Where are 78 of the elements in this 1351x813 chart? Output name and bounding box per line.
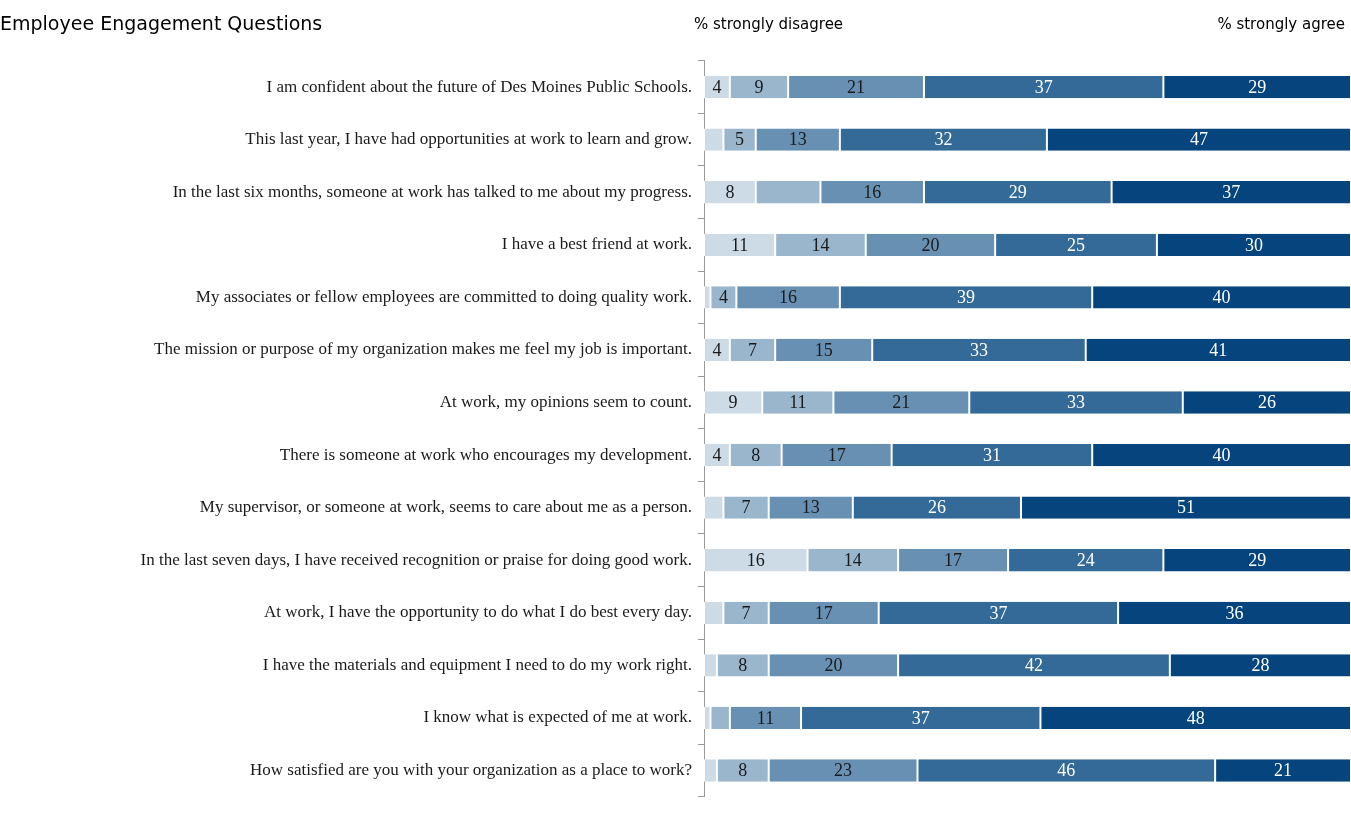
data-label: 20 bbox=[921, 234, 940, 255]
data-label: 37 bbox=[911, 707, 930, 728]
data-label: 9 bbox=[728, 392, 738, 413]
data-label: 31 bbox=[982, 444, 1001, 465]
data-label: 33 bbox=[1067, 392, 1086, 413]
data-label: 8 bbox=[725, 181, 735, 202]
data-label: 16 bbox=[863, 181, 882, 202]
data-label: 23 bbox=[834, 760, 853, 781]
data-label: 21 bbox=[1274, 760, 1293, 781]
data-label: 17 bbox=[814, 602, 833, 623]
y-tick-label: There is someone at work who encourages my development. bbox=[279, 444, 692, 464]
y-tick-label: I have the materials and equipment I need to do my work right. bbox=[262, 654, 692, 674]
text: Employee Engagement Questions bbox=[0, 12, 323, 35]
data-label: 36 bbox=[1225, 602, 1244, 623]
data-label: 4 bbox=[712, 339, 722, 360]
data-label: 4 bbox=[712, 76, 722, 97]
data-label: 8 bbox=[738, 655, 748, 676]
data-label: 26 bbox=[927, 497, 946, 518]
data-label: 4 bbox=[712, 444, 722, 465]
y-tick-label: This last year, I have had opportunities at work to learn and grow. bbox=[245, 129, 692, 149]
data-label: 51 bbox=[1177, 497, 1196, 518]
y-tick-label: I have a best friend at work. bbox=[501, 234, 692, 254]
data-label: 40 bbox=[1212, 287, 1231, 308]
data-label: 9 bbox=[754, 76, 764, 97]
data-label: 20 bbox=[824, 655, 843, 676]
data-label: 33 bbox=[969, 339, 988, 360]
y-tick-label: At work, I have the opportunity to do what I do best every day. bbox=[263, 602, 692, 622]
data-label: 13 bbox=[788, 129, 807, 150]
y-tick-label: How satisfied are you with your organization as a place to work? bbox=[249, 759, 692, 779]
y-tick-label: The mission or purpose of my organization makes me feel my job is important. bbox=[154, 339, 692, 359]
y-tick-label: In the last six months, someone at work has talked to me about my progress. bbox=[172, 181, 692, 201]
data-label: 30 bbox=[1244, 234, 1263, 255]
data-label: 24 bbox=[1076, 549, 1095, 570]
data-label: 32 bbox=[934, 129, 953, 150]
data-label: 28 bbox=[1251, 655, 1270, 676]
y-tick-label: At work, my opinions seem to count. bbox=[439, 391, 692, 411]
data-label: 13 bbox=[801, 497, 820, 518]
data-label: 37 bbox=[989, 602, 1008, 623]
y-tick-label: My supervisor, or someone at work, seems to care about me as a person. bbox=[199, 497, 692, 517]
y-tick-label: My associates or fellow employees are committed to doing quality work. bbox=[195, 286, 692, 306]
data-label: 8 bbox=[738, 760, 748, 781]
y-tick-label: In the last seven days, I have received recognition or praise for doing good work. bbox=[140, 549, 692, 569]
text: % strongly disagree bbox=[694, 14, 844, 33]
data-label: 17 bbox=[827, 444, 846, 465]
data-label: 17 bbox=[944, 549, 963, 570]
data-label: 37 bbox=[1222, 181, 1241, 202]
data-label: 11 bbox=[756, 707, 775, 728]
text: % strongly agree bbox=[1217, 14, 1345, 33]
data-label: 7 bbox=[748, 339, 758, 360]
y-tick-label: I know what is expected of me at work. bbox=[423, 707, 692, 727]
data-label: 5 bbox=[735, 129, 745, 150]
data-label: 11 bbox=[730, 234, 749, 255]
data-label: 14 bbox=[843, 549, 862, 570]
data-label: 25 bbox=[1067, 234, 1086, 255]
data-label: 16 bbox=[746, 549, 765, 570]
data-label: 29 bbox=[1248, 76, 1267, 97]
data-label: 40 bbox=[1212, 444, 1231, 465]
data-label: 21 bbox=[847, 76, 866, 97]
data-label: 11 bbox=[789, 392, 807, 413]
data-label: 7 bbox=[741, 602, 751, 623]
data-label: 29 bbox=[1248, 549, 1267, 570]
data-label: 46 bbox=[1057, 760, 1076, 781]
data-label: 29 bbox=[1008, 181, 1027, 202]
data-label: 16 bbox=[779, 287, 798, 308]
data-label: 21 bbox=[892, 392, 911, 413]
data-label: 4 bbox=[718, 287, 728, 308]
data-label: 48 bbox=[1186, 707, 1205, 728]
data-label: 42 bbox=[1024, 655, 1043, 676]
y-tick-label: I am confident about the future of Des Moines Public Schools. bbox=[266, 76, 692, 96]
data-label: 37 bbox=[1034, 76, 1053, 97]
data-label: 26 bbox=[1257, 392, 1276, 413]
data-label: 15 bbox=[814, 339, 833, 360]
data-label: 47 bbox=[1189, 129, 1208, 150]
data-label: 39 bbox=[957, 287, 976, 308]
data-label: 41 bbox=[1209, 339, 1228, 360]
data-label: 8 bbox=[751, 444, 761, 465]
data-label: 7 bbox=[741, 497, 751, 518]
data-label: 14 bbox=[811, 234, 830, 255]
